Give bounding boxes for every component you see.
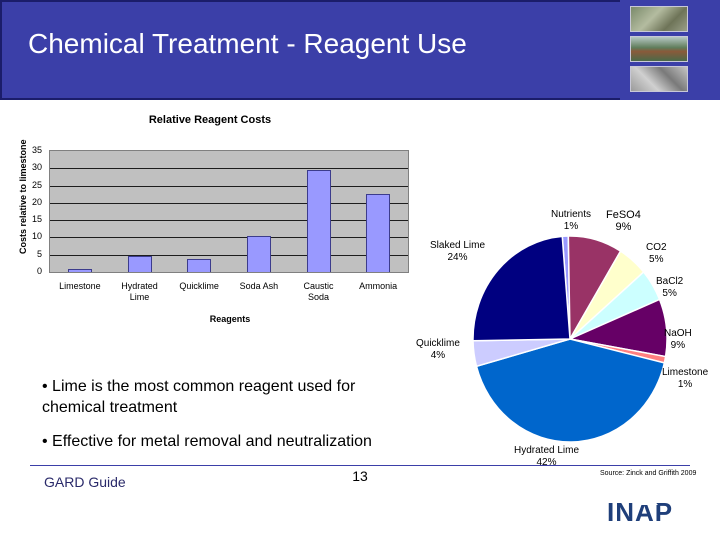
bar-chart-gridline (50, 168, 408, 170)
pie-label-hydrated-lime: Hydrated Lime 42% (514, 445, 579, 469)
pie-label-bacl2: BaCl2 5% (656, 276, 683, 300)
pie-label-slaked-lime: Slaked Lime 24% (430, 240, 485, 264)
bar-chart-y-tick-label: 5 (36, 248, 42, 259)
inap-logo: INAP (607, 497, 674, 527)
bar-chart-x-tick-label: Ammonia (359, 281, 398, 291)
bar-chart-x-tick-label: Caustic Soda (303, 281, 334, 302)
bar-chart-y-tick-label: 25 (31, 179, 42, 190)
pie-label-percent: 4% (430, 350, 446, 361)
pie-label-nutrients: Nutrients 1% (551, 209, 591, 233)
site-photo-icon (630, 6, 688, 32)
pie-label-name: CO2 (646, 242, 667, 253)
bar-chart: Relative Reagent Costs Costs relative to… (0, 100, 420, 340)
pie-label-co2: CO2 5% (646, 242, 667, 266)
bar-chart-y-tick-label: 20 (31, 196, 42, 207)
pie-label-name: Slaked Lime (430, 240, 486, 251)
pie-label-name: Hydrated Lime (514, 445, 580, 456)
bar-chart-gridline (50, 254, 408, 256)
bar-chart-y-tick-label: 10 (31, 231, 42, 242)
pie-label-name: FeSO4 (606, 209, 641, 221)
pie-label-name: NaOH (664, 328, 692, 339)
pie-label-percent: 42% (536, 457, 557, 468)
bar-quicklime (187, 259, 212, 272)
bar-limestone (67, 268, 92, 272)
pie-label-naoh: NaOH 9% (664, 328, 692, 352)
bar-chart-y-tick-label: 15 (31, 214, 42, 225)
header-banner: Chemical Treatment - Reagent Use (0, 0, 720, 100)
bar-chart-x-tick-label: Limestone (59, 281, 101, 291)
bar-chart-x-tick-label: Quicklime (179, 281, 219, 291)
footer-divider (30, 465, 690, 466)
header-frame (0, 0, 620, 100)
sludge-photo-icon (630, 66, 688, 92)
bar-chart-x-tick-label: Soda Ash (239, 281, 279, 291)
pie-label-feso4: FeSO4 9% (606, 209, 641, 233)
pie-label-percent: 24% (447, 252, 468, 263)
bar-chart-y-tick-label: 30 (31, 162, 42, 173)
bar-chart-x-tick-label: Hydrated Lime (121, 281, 158, 302)
bar-soda-ash (246, 235, 271, 272)
pie-label-percent: 9% (615, 221, 632, 233)
pie-label-percent: 5% (649, 254, 664, 265)
pie-label-name: Nutrients (551, 209, 592, 220)
pie-chart (472, 235, 668, 443)
bar-hydrated-lime (127, 256, 152, 272)
pie-slice-slaked-lime (472, 235, 571, 342)
pie-label-name: BaCl2 (656, 276, 684, 287)
pie-label-percent: 5% (662, 288, 677, 299)
bar-chart-y-tick-label: 0 (36, 266, 42, 276)
bar-ammonia (366, 194, 391, 272)
inap-logo-accent-icon (640, 495, 658, 505)
pie-label-percent: 1% (677, 379, 693, 390)
bullet-lime-common: • Lime is the most common reagent used f… (42, 378, 356, 416)
bar-chart-x-axis-label: Reagents (209, 314, 251, 324)
bar-caustic-soda (306, 170, 331, 272)
bullet-metal-removal: • Effective for metal removal and neutra… (42, 433, 372, 450)
bar-chart-title: Relative Reagent Costs (148, 114, 272, 126)
pie-label-percent: 9% (670, 340, 686, 351)
footer-guide-name: GARD Guide (44, 474, 126, 490)
bar-chart-gridline (50, 220, 408, 222)
treatment-plant-photo-icon (630, 36, 688, 62)
page-number: 13 (352, 468, 368, 484)
bar-chart-gridline (50, 185, 408, 187)
pie-slice-hydrated-lime (475, 338, 666, 443)
bar-chart-gridline (50, 202, 408, 204)
slide-title: Chemical Treatment - Reagent Use (28, 28, 467, 59)
pie-label-name: Limestone (662, 367, 709, 378)
bar-chart-y-tick-label: 35 (31, 145, 42, 155)
pie-label-percent: 1% (563, 221, 579, 232)
bar-chart-gridline (50, 237, 408, 239)
pie-label-limestone: Limestone 1% (662, 367, 708, 391)
pie-chart-source: Source: Zinck and Griffith 2009 (600, 470, 697, 477)
bar-chart-plot-area (49, 150, 409, 273)
pie-label-name: Quicklime (416, 338, 460, 349)
pie-label-quicklime: Quicklime 4% (416, 338, 460, 362)
